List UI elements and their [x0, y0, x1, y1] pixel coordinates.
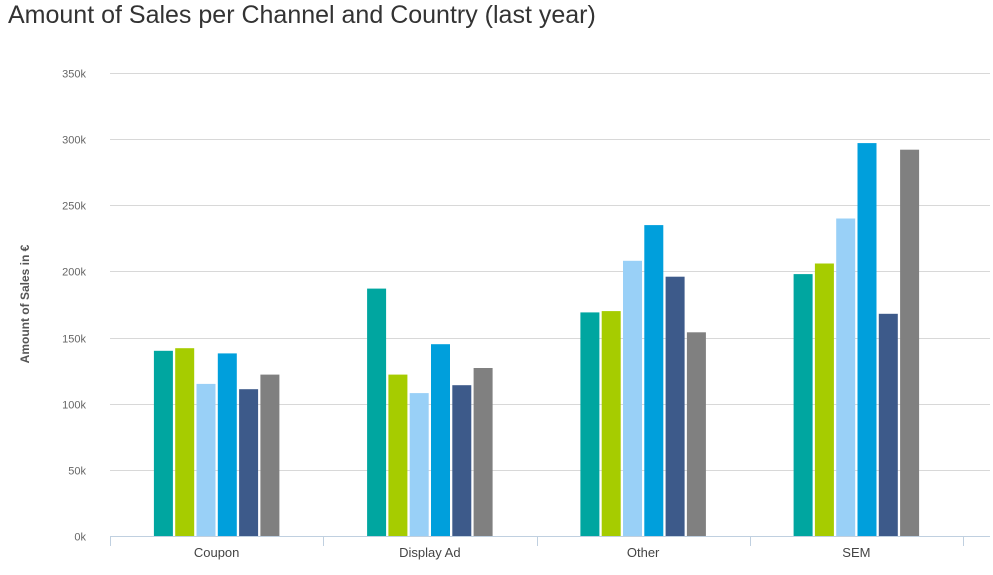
bar: [388, 374, 408, 536]
x-tick-label: Coupon: [194, 545, 240, 560]
y-tick-label: 150k: [62, 334, 86, 346]
bar: [452, 385, 472, 536]
x-tick-label: Display Ad: [399, 545, 460, 560]
y-tick-label: 50k: [68, 466, 86, 478]
bar: [260, 374, 280, 536]
y-tick-label: 300k: [62, 135, 86, 147]
bar: [857, 143, 877, 536]
bar: [900, 149, 920, 536]
y-tick-label: 200k: [62, 267, 86, 279]
y-axis-title: Amount of Sales in €: [18, 244, 32, 363]
y-tick-label: 0k: [74, 532, 86, 544]
bar: [665, 276, 685, 536]
x-tick-label: Other: [627, 545, 660, 560]
bar: [686, 332, 706, 536]
bar: [793, 274, 813, 536]
chart-title: Amount of Sales per Channel and Country …: [8, 1, 596, 29]
bar: [217, 353, 237, 536]
x-tick-label: SEM: [842, 545, 870, 560]
y-tick-label: 350k: [62, 69, 86, 81]
bar: [623, 260, 642, 536]
bar: [239, 389, 259, 536]
y-tick-label: 250k: [62, 201, 86, 213]
bar: [814, 263, 834, 536]
bar: [878, 313, 898, 536]
bar: [473, 368, 493, 536]
y-tick-label: 100k: [62, 400, 86, 412]
bar: [580, 312, 600, 536]
bar: [196, 383, 216, 536]
bar: [644, 225, 664, 536]
bar: [431, 344, 450, 536]
x-axis: [110, 536, 990, 546]
bars: [153, 143, 920, 536]
axis-labels: 0k 50k 100k 150k 200k 250k 300k 350k Coupon Displ…: [62, 69, 870, 561]
bar: [153, 350, 173, 536]
bar: [175, 348, 195, 536]
bar: [836, 218, 856, 536]
bar: [367, 288, 387, 536]
bar: [409, 393, 429, 536]
bar: [601, 311, 621, 536]
